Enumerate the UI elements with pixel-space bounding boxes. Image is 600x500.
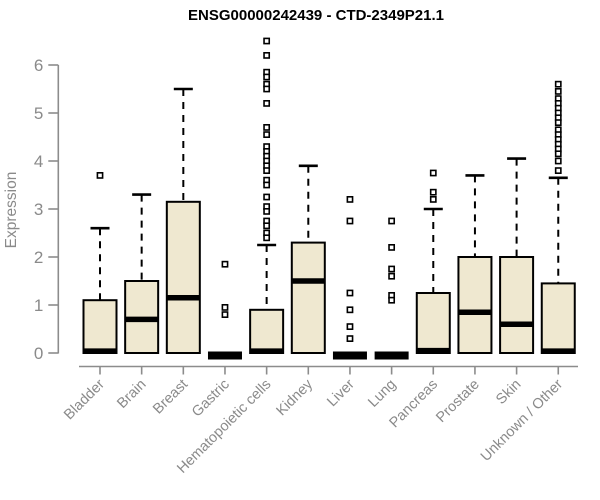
outlier-liver xyxy=(346,217,354,225)
outlier-pancreas xyxy=(429,169,437,177)
box-group-breast xyxy=(165,87,201,354)
outlier-liver xyxy=(346,335,354,342)
outlier-hematopoietic-cells xyxy=(263,51,271,59)
outlier-pancreas xyxy=(429,196,437,203)
box-hematopoietic-cells xyxy=(249,308,285,354)
outlier-hematopoietic-cells xyxy=(263,131,271,138)
outlier-unknown-other xyxy=(554,88,562,95)
outlier-hematopoietic-cells xyxy=(263,100,271,107)
box-breast xyxy=(165,200,201,354)
outlier-lung xyxy=(388,272,396,280)
outlier-hematopoietic-cells xyxy=(263,85,271,93)
x-tick-label-lung: Lung xyxy=(365,377,399,411)
box-group-skin xyxy=(499,157,535,354)
box-group-hematopoietic-cells xyxy=(249,37,285,354)
outlier-hematopoietic-cells xyxy=(263,234,271,242)
box-bladder xyxy=(82,299,118,355)
outlier-unknown-other xyxy=(554,80,562,88)
outlier-gastric xyxy=(221,260,229,268)
outlier-hematopoietic-cells xyxy=(263,73,271,81)
x-tick-label-skin: Skin xyxy=(493,377,524,408)
x-tick-label-prostate: Prostate xyxy=(433,377,482,426)
box-group-prostate xyxy=(457,174,493,354)
box-group-gastric xyxy=(207,260,242,360)
y-axis-label: Expression xyxy=(3,172,20,249)
y-tick-label: 4 xyxy=(34,152,43,171)
box-group-bladder xyxy=(82,172,118,355)
outlier-lung xyxy=(388,244,396,251)
outlier-pancreas xyxy=(429,188,437,196)
x-tick-label-bladder: Bladder xyxy=(61,376,108,423)
collapsed-box-gastric xyxy=(207,351,242,360)
outlier-unknown-other xyxy=(554,119,562,126)
outlier-hematopoietic-cells xyxy=(263,222,271,230)
box-group-lung xyxy=(374,217,409,360)
y-tick-label: 5 xyxy=(34,104,43,123)
outlier-unknown-other xyxy=(554,150,562,158)
outlier-hematopoietic-cells xyxy=(263,37,271,45)
box-prostate xyxy=(457,256,493,354)
y-tick-label: 0 xyxy=(34,344,43,363)
x-tick-label-brain: Brain xyxy=(114,377,149,412)
outlier-liver xyxy=(346,196,354,203)
outlier-hematopoietic-cells xyxy=(263,124,271,131)
box-group-kidney xyxy=(290,164,326,355)
box-skin xyxy=(499,256,535,354)
box-unknown-other xyxy=(540,282,576,354)
y-tick-label: 1 xyxy=(34,296,43,315)
y-tick-label: 2 xyxy=(34,248,43,267)
outlier-bladder xyxy=(96,172,104,179)
outlier-lung xyxy=(388,217,396,225)
outlier-liver xyxy=(346,306,354,314)
box-group-brain xyxy=(124,193,160,354)
box-pancreas xyxy=(415,292,451,354)
outlier-unknown-other xyxy=(554,167,562,174)
box-kidney xyxy=(290,241,326,355)
outlier-hematopoietic-cells xyxy=(263,193,271,201)
outlier-hematopoietic-cells xyxy=(263,181,271,189)
collapsed-box-liver xyxy=(332,351,367,360)
box-group-pancreas xyxy=(415,169,451,354)
outlier-lung xyxy=(388,296,396,304)
box-group-unknown-other xyxy=(540,80,576,354)
x-tick-label-breast: Breast xyxy=(150,377,191,418)
y-tick-label: 3 xyxy=(34,200,43,219)
collapsed-box-lung xyxy=(374,351,409,360)
outlier-liver xyxy=(346,323,354,330)
box-group-liver xyxy=(332,196,367,360)
outlier-gastric xyxy=(221,311,229,318)
outlier-unknown-other xyxy=(554,157,562,165)
outlier-lung xyxy=(388,265,396,273)
outlier-gastric xyxy=(221,303,229,311)
x-tick-label-liver: Liver xyxy=(324,376,358,410)
y-tick-label: 6 xyxy=(34,56,43,75)
outlier-hematopoietic-cells xyxy=(263,208,271,215)
chart-title: ENSG00000242439 - CTD-2349P21.1 xyxy=(188,7,444,24)
x-tick-label-kidney: Kidney xyxy=(273,376,316,419)
outlier-hematopoietic-cells xyxy=(263,167,271,174)
outlier-liver xyxy=(346,289,354,297)
boxes-layer xyxy=(82,37,576,360)
